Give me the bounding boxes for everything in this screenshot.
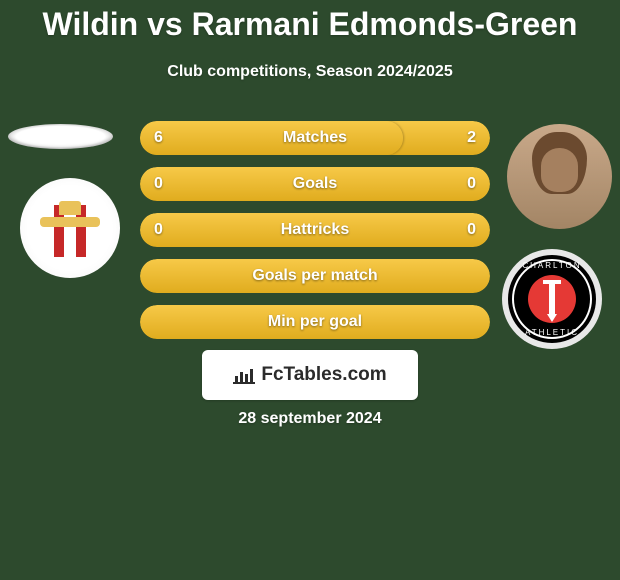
stat-value-left: 6	[154, 121, 163, 155]
stevenage-shield-icon	[46, 199, 94, 257]
player-right-avatar	[507, 124, 612, 229]
branding-text: FcTables.com	[261, 364, 386, 386]
club-right-badge: CHARLTON ATHLETIC	[502, 249, 602, 349]
stat-value-left: 0	[154, 213, 163, 247]
stat-value-right: 0	[467, 167, 476, 201]
bar-chart-icon	[233, 366, 255, 384]
charlton-ring-top: CHARLTON	[508, 261, 596, 270]
stat-bar-label: Min per goal	[140, 305, 490, 339]
stat-bar-label: Hattricks	[140, 213, 490, 247]
stat-bar-label: Goals per match	[140, 259, 490, 293]
stat-bar-label: Matches	[140, 121, 490, 155]
page-title: Wildin vs Rarmani Edmonds-Green	[0, 6, 620, 43]
stat-bar: Goals per match	[140, 259, 490, 293]
stat-value-right: 0	[467, 213, 476, 247]
stat-bar: Min per goal	[140, 305, 490, 339]
player-left-avatar	[8, 124, 113, 149]
stat-bar: Matches6 2	[140, 121, 490, 155]
stat-bar-label: Goals	[140, 167, 490, 201]
stat-value-right: 2	[467, 121, 476, 155]
stat-bar: Hattricks0 0	[140, 213, 490, 247]
club-left-badge	[20, 178, 120, 278]
branding-badge: FcTables.com	[202, 350, 418, 400]
generation-date: 28 september 2024	[0, 410, 620, 428]
charlton-roundel-icon: CHARLTON ATHLETIC	[508, 255, 596, 343]
stat-bar: Goals0 0	[140, 167, 490, 201]
charlton-ring-bottom: ATHLETIC	[508, 328, 596, 337]
stat-value-left: 0	[154, 167, 163, 201]
page-subtitle: Club competitions, Season 2024/2025	[0, 63, 620, 81]
